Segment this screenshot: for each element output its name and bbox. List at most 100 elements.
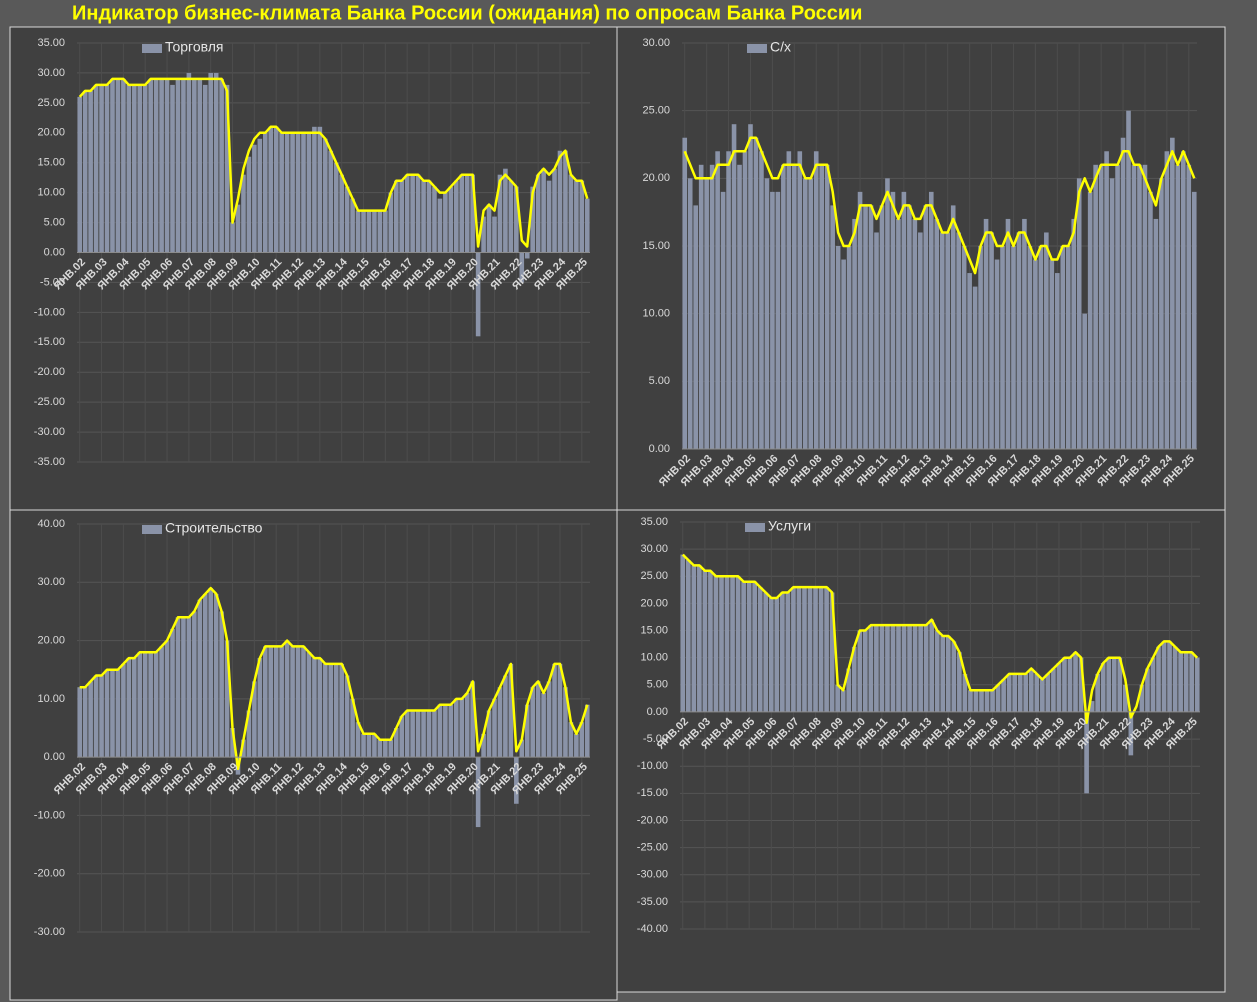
bar [186, 72, 192, 253]
bar [1017, 673, 1023, 712]
y-tick-label: 30.00 [642, 37, 670, 49]
bar [846, 246, 852, 449]
bar [792, 164, 797, 450]
bar [693, 205, 698, 449]
y-tick-label: -35.00 [34, 456, 65, 468]
chart-panel: 35.00 30.00 25.00 20.00 15.00 10.00 5.00 0.00 -5… [9, 26, 618, 511]
bar [454, 698, 459, 758]
bar [956, 232, 961, 449]
bar [273, 646, 279, 758]
y-tick-label: 20.00 [640, 597, 668, 609]
bar [153, 652, 159, 758]
bar [361, 210, 366, 253]
bar [459, 698, 465, 758]
bar [797, 151, 803, 449]
bar [1016, 232, 1022, 449]
bar [780, 592, 785, 712]
bar [857, 191, 863, 449]
bar [306, 132, 312, 253]
bar [88, 90, 93, 253]
bar [961, 246, 967, 449]
bar [907, 205, 912, 449]
bar [724, 576, 730, 712]
bar [852, 218, 857, 449]
bar [1005, 218, 1011, 449]
bar [279, 132, 284, 253]
bar [763, 592, 769, 712]
bar [1148, 191, 1153, 449]
bar [730, 576, 735, 712]
bar [273, 126, 279, 253]
bar [257, 658, 263, 758]
bar [175, 617, 181, 758]
bar [443, 704, 448, 758]
bar [557, 663, 563, 758]
bar [339, 174, 344, 253]
bar [764, 178, 770, 450]
bar [82, 687, 88, 758]
trend-line [78, 77, 589, 248]
bar [682, 137, 688, 449]
bar [421, 180, 426, 253]
bar [524, 704, 530, 758]
bar [829, 592, 835, 712]
bar [110, 669, 115, 758]
bar [950, 205, 956, 449]
bar [896, 218, 901, 449]
bar [1038, 246, 1044, 449]
bar [568, 174, 574, 253]
bar [1073, 652, 1078, 712]
bar [1100, 663, 1106, 712]
bar [912, 625, 918, 712]
bar [874, 625, 879, 712]
bar [1011, 246, 1016, 449]
bar [753, 137, 759, 449]
bar [687, 178, 693, 450]
bar [934, 218, 940, 449]
bar [241, 739, 246, 758]
bar [186, 617, 192, 758]
bar [317, 658, 323, 758]
bar [448, 704, 454, 758]
bar [323, 138, 328, 253]
bar [709, 164, 715, 450]
bar [328, 663, 334, 758]
bar [464, 174, 470, 253]
bar [192, 611, 197, 758]
bar [698, 164, 704, 450]
bar [726, 151, 731, 449]
bar [1104, 151, 1109, 449]
bar [957, 652, 962, 712]
bar [868, 205, 874, 449]
y-tick-label: 40.00 [37, 518, 65, 530]
bar [328, 150, 334, 253]
bar [383, 210, 388, 253]
legend-swatch [745, 523, 765, 532]
bar [312, 658, 317, 758]
bar [983, 218, 989, 449]
bar [579, 180, 585, 253]
bar [142, 84, 148, 253]
bar [366, 733, 372, 758]
bar [968, 690, 973, 712]
bar [857, 630, 863, 712]
y-tick-label: 10.00 [640, 652, 668, 664]
bar [415, 710, 421, 758]
bar [393, 180, 399, 253]
bar [246, 156, 252, 253]
bar [301, 646, 306, 758]
bar [126, 84, 132, 253]
bar [333, 162, 339, 253]
y-tick-label: -15.00 [637, 787, 668, 799]
bar [121, 78, 126, 253]
y-tick-label: 35.00 [640, 516, 668, 528]
bar [813, 587, 818, 712]
bar [984, 690, 990, 712]
bar [1164, 151, 1170, 449]
bar [841, 259, 846, 449]
bar [333, 663, 339, 758]
bar [404, 710, 410, 758]
page-title: Индикатор бизнес-климата Банка России (о… [72, 2, 862, 24]
bar [1161, 641, 1167, 712]
bar [388, 192, 394, 253]
